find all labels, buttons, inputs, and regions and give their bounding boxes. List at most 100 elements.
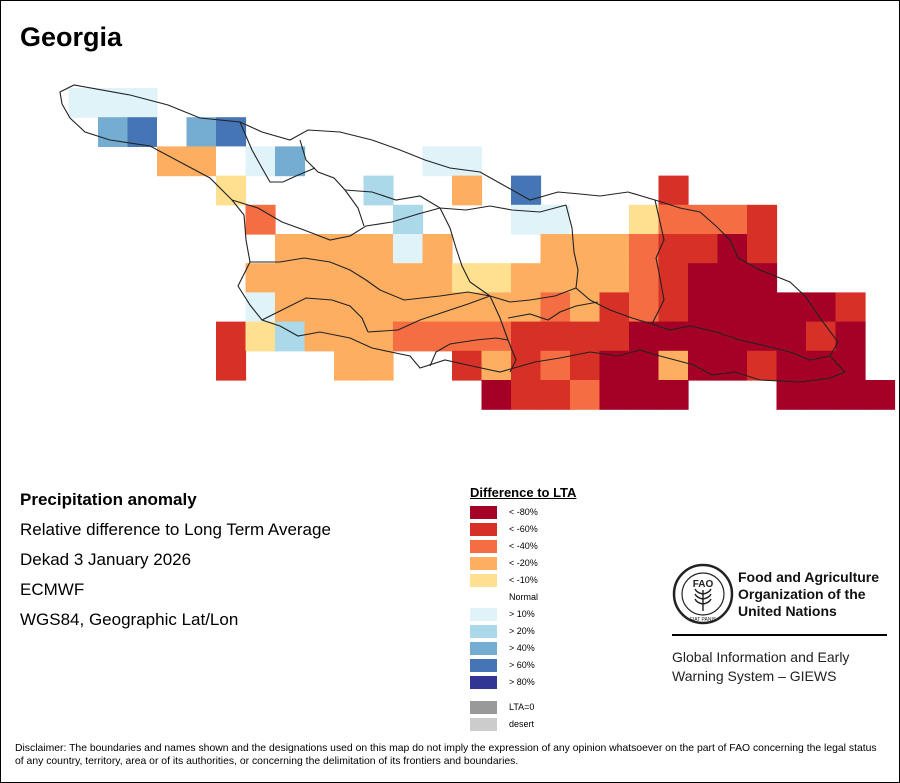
grid-cell — [275, 263, 306, 293]
grid-cell — [186, 146, 217, 177]
grid-cell — [334, 321, 365, 352]
grid-cell — [658, 321, 689, 352]
grid-cell — [481, 380, 512, 410]
grid-cell — [747, 204, 778, 235]
grid-cell — [216, 175, 247, 206]
grid-cell — [540, 350, 571, 381]
grid-cell — [422, 321, 453, 352]
grid-cell — [599, 380, 630, 410]
grid-cell — [393, 321, 424, 352]
info-source: ECMWF — [20, 580, 85, 599]
grid-cell — [422, 263, 453, 293]
grid-cell — [570, 321, 601, 352]
grid-cell — [98, 88, 129, 118]
legend-label: > 60% — [509, 660, 535, 670]
grid-cell — [629, 234, 660, 264]
boundary-west — [231, 199, 441, 241]
giews-line-1: Global Information and Early — [672, 649, 850, 665]
legend-label: Normal — [509, 592, 539, 602]
grid-cell — [688, 204, 719, 235]
info-projection: WGS84, Geographic Lat/Lon — [20, 610, 239, 629]
grid-cell — [304, 321, 335, 352]
grid-cell — [511, 350, 542, 381]
legend-swatch — [470, 659, 497, 672]
grid-cell — [452, 321, 483, 352]
region-boundaries — [59, 84, 846, 383]
grid-cell — [275, 146, 306, 177]
grid-cell — [688, 292, 719, 323]
legend-swatch — [470, 625, 497, 638]
grid-cell — [363, 292, 394, 323]
grid-cell — [511, 292, 542, 323]
legend-items: < -80% < -60% < -40% < -20% < -10% Normal > 10… — [470, 504, 576, 691]
grid-cell — [599, 321, 630, 352]
legend-label: > 10% — [509, 609, 535, 619]
info-measure: Relative difference to Long Term Average — [20, 520, 331, 539]
boundary-center — [299, 139, 365, 227]
grid-cell — [688, 263, 719, 293]
grid-cell — [452, 175, 483, 206]
grid-cell — [835, 321, 866, 352]
legend-label: > 20% — [509, 626, 535, 636]
country-outline — [59, 84, 846, 383]
legend-swatch — [470, 540, 497, 553]
grid-cell — [216, 350, 247, 381]
legend-extra: LTA=0 desert — [470, 699, 576, 733]
grid-cell — [511, 263, 542, 293]
grid-cell — [776, 380, 807, 410]
grid-cell — [540, 263, 571, 293]
grid-cell — [688, 234, 719, 264]
grid-cell — [717, 321, 748, 352]
grid-cell — [658, 350, 689, 381]
grid-cell — [806, 321, 837, 352]
giews-line-2: Warning System – GIEWS — [672, 668, 837, 684]
giews-name: Global Information and Early Warning Sys… — [672, 648, 849, 686]
legend-swatch — [470, 591, 497, 604]
grid-cell — [658, 263, 689, 293]
legend-swatch — [470, 523, 497, 536]
grid-cell — [245, 263, 276, 293]
map-canvas — [59, 84, 896, 410]
legend-label: < -80% — [509, 507, 538, 517]
grid-cell — [452, 263, 483, 293]
legend-row: > 60% — [470, 657, 576, 674]
grid-cell — [422, 234, 453, 264]
grid-cell — [363, 263, 394, 293]
grid-cell — [363, 321, 394, 352]
legend-row: < -40% — [470, 538, 576, 555]
legend-title: Difference to LTA — [470, 485, 577, 500]
grid-cell — [835, 380, 866, 410]
grid-cell — [540, 204, 571, 235]
legend-swatch — [470, 718, 497, 731]
grid-cell — [540, 380, 571, 410]
grid-cell — [806, 292, 837, 323]
fao-name-1: Food and Agriculture — [738, 569, 880, 585]
legend-row: < -10% — [470, 572, 576, 589]
legend-swatch — [470, 557, 497, 570]
grid-cell — [334, 350, 365, 381]
legend-label: < -60% — [509, 524, 538, 534]
boundary-kakheti — [651, 199, 665, 325]
grid-cell — [865, 380, 896, 410]
info-product: Precipitation anomaly — [20, 490, 197, 509]
grid-cell — [334, 292, 365, 323]
grid-cell — [245, 292, 276, 323]
grid-cell — [127, 88, 158, 118]
grid-cell — [245, 146, 276, 177]
info-period: Dekad 3 January 2026 — [20, 550, 192, 569]
grid-cell — [186, 117, 217, 147]
fao-name-2: Organization of the — [738, 586, 866, 602]
grid-cell — [540, 234, 571, 264]
grid-cell — [747, 292, 778, 323]
grid-cell — [717, 292, 748, 323]
grid-cell — [776, 350, 807, 381]
legend-swatch — [470, 642, 497, 655]
legend-label: LTA=0 — [509, 702, 535, 712]
boundary-samtskhe — [367, 295, 491, 333]
grid-cell — [570, 292, 601, 323]
grid-cell — [629, 380, 660, 410]
boundary-north — [344, 189, 567, 213]
grid-cell — [776, 321, 807, 352]
divider — [672, 634, 887, 636]
grid-cell — [275, 292, 306, 323]
